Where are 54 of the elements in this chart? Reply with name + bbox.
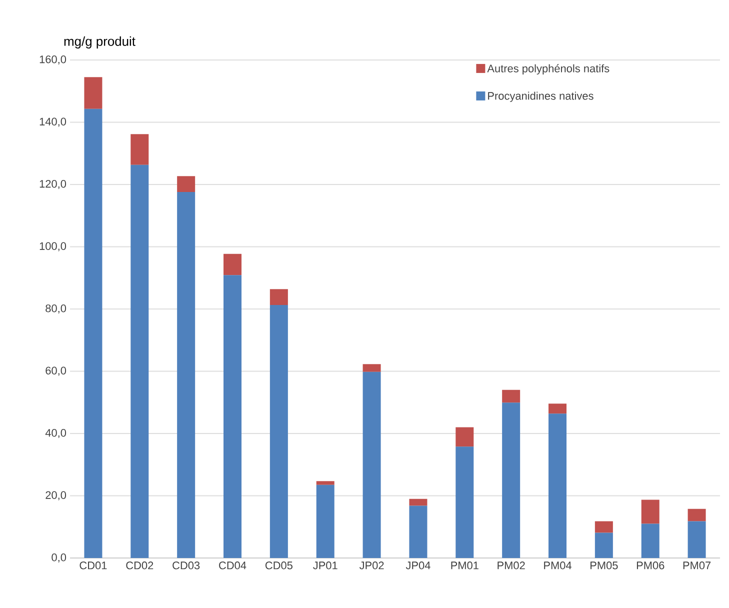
bar [456,427,474,447]
x-tick-label: PM05 [590,562,618,570]
y-tick-label: 0,0 [52,553,66,563]
bar [362,372,381,558]
x-tick-label: JP01 [313,562,338,570]
bar [502,390,520,403]
x-tick-label: CD02 [126,562,154,570]
bar [270,289,288,305]
y-tick-label: 160,0 [40,55,66,65]
y-tick-label: 20,0 [46,491,66,500]
x-tick-label: PM01 [451,562,478,570]
bar [316,481,334,485]
y-tick-label: 60,0 [46,366,66,376]
bar [641,500,660,524]
bar [409,506,428,558]
x-tick-label: CD05 [265,562,292,570]
x-tick-label: PM02 [498,562,525,570]
y-axis-title: mg/g produit [64,36,136,48]
bar [362,364,381,372]
bar [224,275,242,558]
bar [130,164,149,558]
y-tick-label: 80,0 [46,304,66,314]
x-tick-label: CD01 [80,562,107,570]
bar [456,446,474,558]
y-tick-label: 100,0 [40,242,66,252]
y-tick-label: 120,0 [40,180,66,190]
bar [270,304,288,558]
bar [502,402,520,558]
bar [594,521,613,533]
bar [84,77,102,109]
bar [641,524,660,558]
bar [594,532,613,558]
bar [409,498,428,506]
bar [224,254,242,276]
bar [177,176,196,192]
bar [177,192,196,558]
x-tick-label: CD03 [172,562,200,570]
bar [688,508,706,522]
x-tick-label: JP02 [359,562,384,570]
x-tick-label: PM06 [636,562,664,570]
bar [688,521,706,558]
bar [548,404,567,414]
y-tick-label: 140,0 [40,118,66,127]
legend-label: Autres polyphénols natifs [487,64,610,75]
x-tick-label: CD04 [219,562,246,570]
x-tick-label: PM04 [544,562,572,570]
x-tick-label: PM07 [683,562,711,570]
bar [84,108,102,558]
bar [316,484,334,558]
legend-label: Procyanidines natives [488,92,594,102]
bar [548,414,567,558]
bar [130,134,149,165]
y-tick-label: 40,0 [45,428,66,438]
x-tick-label: JP04 [406,562,430,570]
